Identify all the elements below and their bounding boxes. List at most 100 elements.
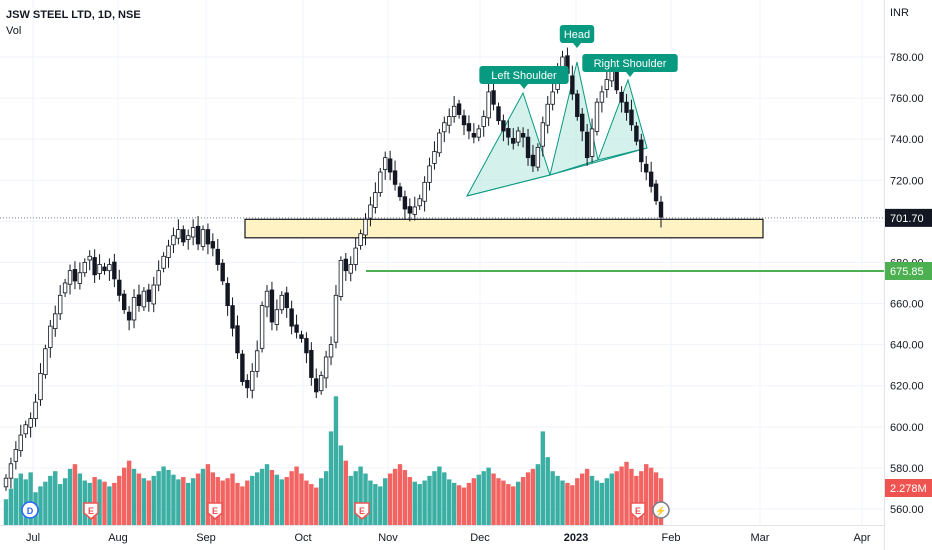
candle-body xyxy=(407,206,413,214)
badge-letter: E xyxy=(635,506,641,516)
price-lines[interactable] xyxy=(0,217,884,272)
volume-bar xyxy=(639,471,644,525)
pattern-label-text: Right Shoulder xyxy=(594,58,667,70)
volume-bar xyxy=(550,471,555,525)
candle-body xyxy=(279,294,284,311)
time-tick-label: Jul xyxy=(26,532,40,544)
candle-body xyxy=(550,91,555,105)
candle-body xyxy=(92,257,97,276)
volume-bar xyxy=(471,478,477,525)
support-price-tag-bg xyxy=(885,261,932,280)
dividend-badge-icon[interactable]: D xyxy=(21,501,39,519)
candle-body xyxy=(575,93,580,117)
candle-body xyxy=(57,294,63,315)
volume-bar xyxy=(437,466,442,525)
volume-bar xyxy=(289,471,294,525)
volume-bar xyxy=(156,471,161,525)
candle-body xyxy=(269,289,275,323)
candle-body xyxy=(653,183,659,202)
earnings-badge-icon[interactable]: E xyxy=(630,502,646,520)
time-axis[interactable]: Jul Aug Sep Oct Nov Dec 2023 Feb Mar Apr xyxy=(26,532,871,544)
pattern-label: Right Shoulder xyxy=(582,54,678,77)
volume-bar xyxy=(466,482,472,525)
volume-value-tag-bg xyxy=(885,479,932,497)
volume-bar xyxy=(496,478,501,525)
price-axis[interactable]: 560.00580.00600.00620.00640.00660.00680.… xyxy=(890,52,924,516)
volume-bar xyxy=(353,471,358,525)
candle-body xyxy=(161,255,166,269)
volume-bar xyxy=(13,478,19,525)
volume-bar xyxy=(62,478,68,525)
pattern-label-text: Left Shoulder xyxy=(491,70,557,82)
candle-body xyxy=(28,418,33,428)
candle-body xyxy=(230,305,235,329)
candle-body xyxy=(240,353,245,383)
resistance-zone[interactable] xyxy=(244,218,764,239)
badge-letter: E xyxy=(212,506,218,516)
candle-body xyxy=(530,154,536,167)
candle-body xyxy=(215,248,220,265)
badge-letter: ⚡ xyxy=(655,505,666,517)
volume-bar xyxy=(314,487,319,525)
earnings-badge-icon[interactable]: E xyxy=(83,502,99,520)
volume-bar xyxy=(112,482,117,525)
earnings-badge-icon[interactable]: E xyxy=(207,502,223,520)
candle-body xyxy=(609,70,614,82)
volume-bar xyxy=(102,481,107,525)
event-badges[interactable]: D E E E E ⚡ xyxy=(21,501,670,520)
candle-body xyxy=(126,311,132,321)
time-tick-label: Nov xyxy=(378,532,398,544)
candle-body xyxy=(314,378,319,393)
pattern-labels: Left Shoulder Head Right Shoulder xyxy=(479,25,678,89)
volume-bar xyxy=(136,473,142,525)
volume-bar xyxy=(535,464,541,525)
candle-body xyxy=(442,122,447,133)
candle-body xyxy=(535,146,541,168)
volume-bar xyxy=(171,474,176,525)
candle-body xyxy=(545,103,550,126)
volume-bar xyxy=(121,467,127,525)
candle-body xyxy=(87,255,92,261)
candle-body xyxy=(417,198,422,207)
volume-bar xyxy=(417,484,422,525)
volume-bar xyxy=(240,486,245,525)
volume-bar xyxy=(599,482,605,525)
volume-bar xyxy=(530,468,536,525)
volume-bar xyxy=(107,486,112,525)
badge-shape xyxy=(83,502,99,520)
volume-bar xyxy=(235,482,240,525)
earnings-badge-icon[interactable]: E xyxy=(354,502,370,520)
candle-body xyxy=(397,186,403,198)
candle-body xyxy=(323,356,329,379)
candle-body xyxy=(599,91,605,103)
candle-body xyxy=(496,106,501,122)
volume-bar xyxy=(515,481,521,525)
price-tick-label: 720.00 xyxy=(890,175,924,187)
candle-body xyxy=(318,375,324,392)
volume-bar xyxy=(402,470,408,525)
candle-body xyxy=(304,338,309,354)
volume-bar xyxy=(328,431,334,525)
volume-bar xyxy=(447,479,452,525)
volume-bar xyxy=(545,457,550,525)
volume-bar xyxy=(570,485,575,525)
volume-bar xyxy=(368,480,373,525)
candle-body xyxy=(353,247,358,265)
volume-bar xyxy=(476,474,481,525)
volume-bar xyxy=(432,471,437,525)
price-tick-label: 740.00 xyxy=(890,134,924,146)
candle-body xyxy=(373,192,378,208)
symbol-label: JSW STEEL LTD, 1D, NSE xyxy=(6,9,141,21)
candle-body xyxy=(264,290,270,308)
time-tick-label: 2023 xyxy=(564,532,588,544)
price-tick-label: 660.00 xyxy=(890,299,924,311)
price-tick-label: 780.00 xyxy=(890,52,924,64)
volume-bar xyxy=(8,488,14,525)
lightning-icon[interactable]: ⚡ xyxy=(652,501,670,519)
volume-bar xyxy=(486,467,491,525)
candle-body xyxy=(511,137,516,144)
candle-body xyxy=(112,261,117,280)
candle-body xyxy=(23,424,28,435)
